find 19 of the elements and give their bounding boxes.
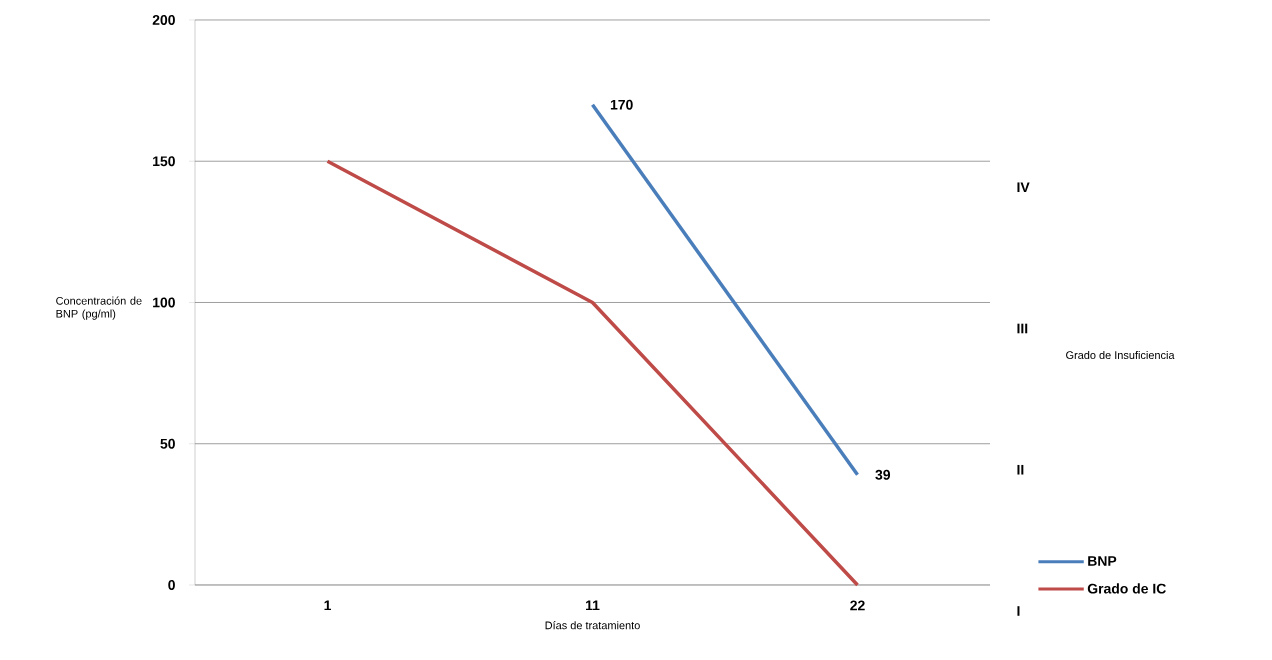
data-label: 39	[875, 469, 891, 480]
text: IV	[1017, 182, 1030, 193]
y-tick-label: 0	[168, 580, 175, 590]
y-tick-label: 100	[153, 297, 175, 308]
y-axis-title: Concentración de BNP (pg/ml)	[56, 296, 142, 320]
y-tick-label: 200	[152, 15, 175, 25]
y-tick-label: 150	[153, 156, 175, 167]
y-tick-label: 50	[160, 438, 175, 449]
text: II	[1017, 464, 1024, 475]
x-tick-label: 22	[850, 600, 865, 611]
text: III	[1017, 323, 1028, 334]
x-tick-label: 1	[324, 600, 332, 611]
x-tick-label: 11	[586, 600, 600, 611]
x-axis-title: Días de tratamiento	[545, 621, 640, 630]
data-label: 170	[610, 99, 633, 110]
legend-label: Grado de IC	[1087, 583, 1166, 594]
text: I	[1017, 606, 1020, 616]
text: Grado de Insuficiencia	[1066, 350, 1175, 360]
legend-label: BNP	[1088, 556, 1117, 566]
